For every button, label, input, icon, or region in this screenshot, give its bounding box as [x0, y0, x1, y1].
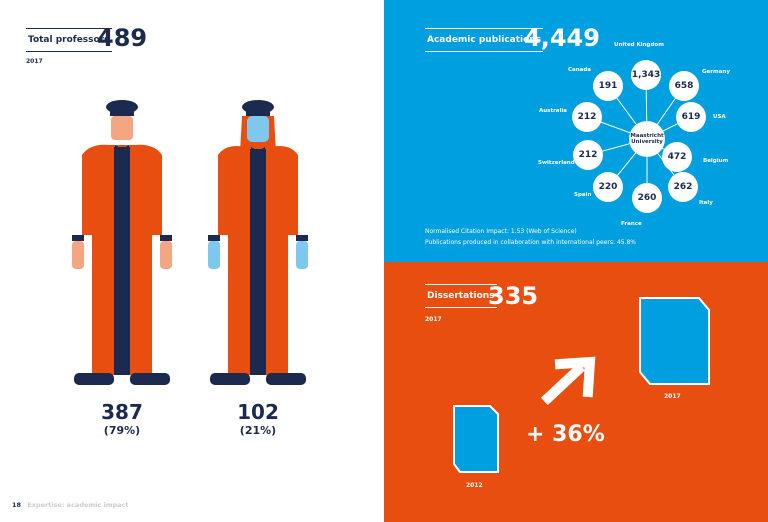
professors-label: Total professors [26, 28, 112, 52]
dissertation-graphics [453, 297, 710, 473]
professors-year: 2017 [26, 58, 43, 65]
network-spokes [586, 74, 692, 198]
publications-total: 4,449 [524, 24, 600, 52]
country-label: USA [713, 114, 726, 120]
dissertations-year: 2017 [425, 316, 442, 323]
arrow-up-icon [540, 356, 596, 406]
male-count: 387 [101, 400, 143, 424]
dissertations-total: 335 [488, 282, 539, 310]
publications-panel: Academic publications 4,449 1,343 United … [384, 0, 768, 262]
female-percent: (21%) [239, 424, 277, 437]
female-professor-icon [208, 100, 308, 385]
country-node: 658 [669, 71, 699, 101]
country-node: 260 [632, 183, 662, 213]
country-label: Canada [568, 67, 592, 73]
citation-note: Normalised Citation Impact: 1.53 (Web of… [425, 228, 577, 235]
country-node: 619 [676, 102, 706, 132]
year-2012-label: 2012 [466, 482, 483, 489]
country-node: 262 [668, 172, 698, 202]
professors-total: 489 [97, 24, 148, 52]
page-number: 18 [12, 501, 22, 509]
dissertations-label: Dissertations [425, 284, 497, 308]
country-node: 212 [572, 102, 602, 132]
country-label: United Kingdom [614, 42, 664, 48]
country-label: Belgium [703, 158, 729, 164]
country-node: 191 [593, 71, 623, 101]
country-node: 1,343 [631, 60, 661, 90]
country-label: Germany [702, 69, 730, 75]
document-2017-icon [639, 297, 710, 385]
year-2017-label: 2017 [664, 393, 681, 400]
professor-figures [72, 100, 308, 385]
collaboration-note: Publications produced in collaboration w… [425, 239, 636, 246]
country-node: 472 [662, 142, 692, 172]
professors-panel: Total professors 489 2017 [0, 0, 383, 522]
dissertations-panel: Dissertations 335 2017 + 36% 2012 2017 [384, 262, 768, 522]
publications-label: Academic publications [425, 28, 544, 52]
center-node: Maastricht University [629, 121, 665, 157]
page-footer: 18 Expertise: academic impact [12, 501, 129, 509]
country-node: 212 [573, 140, 603, 170]
female-count: 102 [237, 400, 279, 424]
country-label: France [621, 221, 642, 227]
country-label: Spain [574, 192, 592, 198]
country-node: 220 [593, 172, 623, 202]
male-professor-icon [72, 100, 172, 385]
country-label: Switzerland [538, 160, 575, 166]
male-percent: (79%) [103, 424, 141, 437]
country-label: Australia [539, 108, 567, 114]
section-title: Expertise: academic impact [27, 501, 129, 509]
country-label: Italy [699, 200, 713, 206]
growth-percent: + 36% [526, 422, 605, 447]
document-2012-icon [453, 405, 499, 473]
